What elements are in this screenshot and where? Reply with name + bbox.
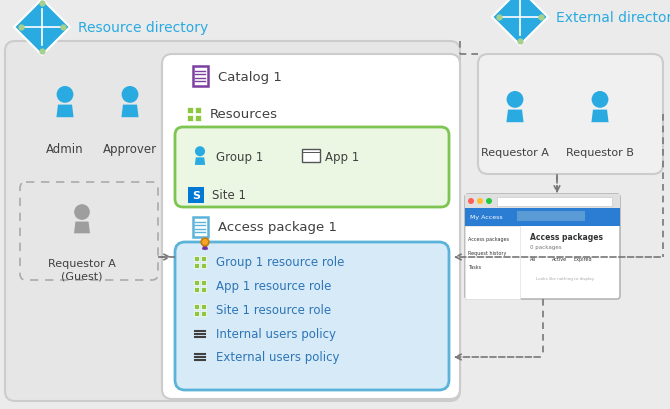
FancyBboxPatch shape <box>175 243 449 390</box>
Text: Access packages: Access packages <box>468 236 509 241</box>
Bar <box>201 263 206 268</box>
Text: Requestor A
(Guest): Requestor A (Guest) <box>48 258 116 281</box>
Text: External directory: External directory <box>556 11 670 25</box>
Circle shape <box>507 92 523 108</box>
Text: Requestor B: Requestor B <box>566 148 634 157</box>
Text: Admin: Admin <box>46 143 84 155</box>
Bar <box>201 304 206 310</box>
Polygon shape <box>74 222 90 234</box>
Circle shape <box>56 87 74 103</box>
Bar <box>517 211 585 221</box>
Text: Active: Active <box>552 256 567 261</box>
Bar <box>194 256 199 262</box>
Text: Catalog 1: Catalog 1 <box>218 70 282 83</box>
Polygon shape <box>507 110 523 123</box>
Circle shape <box>74 204 90 220</box>
Bar <box>201 256 206 262</box>
Text: External users policy: External users policy <box>216 351 340 364</box>
Polygon shape <box>195 158 205 166</box>
Circle shape <box>486 198 492 204</box>
Text: Group 1: Group 1 <box>216 151 263 164</box>
Text: My Access: My Access <box>470 215 502 220</box>
Circle shape <box>592 92 608 108</box>
Bar <box>194 287 199 292</box>
FancyBboxPatch shape <box>5 42 460 401</box>
FancyBboxPatch shape <box>465 195 620 299</box>
Polygon shape <box>56 106 74 118</box>
Bar <box>465 209 620 227</box>
Bar <box>194 311 199 316</box>
Text: Expired: Expired <box>574 256 593 261</box>
Text: App 1 resource role: App 1 resource role <box>216 280 332 293</box>
Bar <box>201 311 206 316</box>
Circle shape <box>468 198 474 204</box>
Text: All: All <box>530 256 536 261</box>
Text: S: S <box>192 191 200 200</box>
Bar <box>194 304 199 310</box>
Text: App 1: App 1 <box>325 151 359 164</box>
Bar <box>201 280 206 285</box>
Polygon shape <box>592 110 608 123</box>
Circle shape <box>195 147 205 157</box>
Bar <box>201 287 206 292</box>
Bar <box>188 188 204 204</box>
Circle shape <box>121 87 139 103</box>
Text: Group 1 resource role: Group 1 resource role <box>216 256 344 269</box>
Bar <box>194 280 199 285</box>
Bar <box>187 108 193 114</box>
Text: Resource directory: Resource directory <box>78 21 208 35</box>
FancyBboxPatch shape <box>175 128 449 207</box>
Text: Tasks: Tasks <box>468 264 481 270</box>
Bar <box>465 195 620 209</box>
Bar <box>465 227 520 299</box>
Bar <box>302 150 320 163</box>
Bar <box>192 67 208 87</box>
Text: Access packages: Access packages <box>530 232 603 241</box>
Text: Approver: Approver <box>103 143 157 155</box>
Text: Site 1 resource role: Site 1 resource role <box>216 304 331 317</box>
Bar <box>195 116 201 122</box>
Text: Site 1: Site 1 <box>212 189 246 202</box>
Text: Resources: Resources <box>210 108 278 121</box>
Circle shape <box>477 198 483 204</box>
FancyBboxPatch shape <box>478 55 663 175</box>
Bar <box>187 116 193 122</box>
Text: Access package 1: Access package 1 <box>218 221 337 234</box>
Polygon shape <box>121 106 139 118</box>
FancyBboxPatch shape <box>162 55 460 399</box>
Text: Looks like nothing to display: Looks like nothing to display <box>536 276 594 280</box>
FancyBboxPatch shape <box>20 182 158 280</box>
Bar <box>195 108 201 114</box>
Text: 0 packages: 0 packages <box>530 245 561 249</box>
Bar <box>497 198 612 207</box>
Text: Internal users policy: Internal users policy <box>216 328 336 341</box>
Polygon shape <box>492 0 548 46</box>
Bar <box>192 218 208 237</box>
Bar <box>194 263 199 268</box>
Circle shape <box>201 238 209 246</box>
Text: Requestor A: Requestor A <box>481 148 549 157</box>
Polygon shape <box>14 0 70 56</box>
Text: Request history: Request history <box>468 250 507 255</box>
